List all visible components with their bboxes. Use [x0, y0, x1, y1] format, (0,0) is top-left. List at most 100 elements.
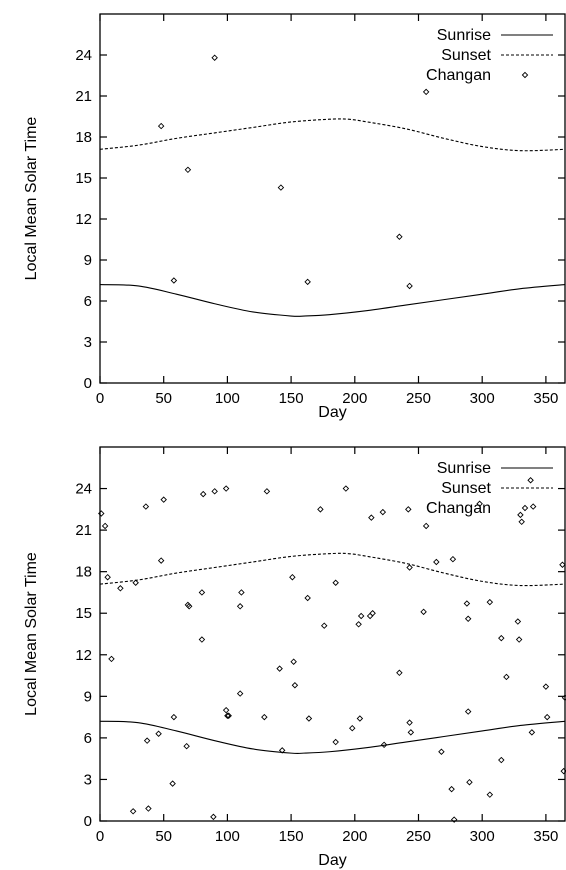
changan-point: [518, 518, 525, 526]
changan-point: [528, 729, 536, 736]
x-axis-label: Day: [318, 404, 346, 421]
changan-point: [515, 636, 523, 643]
x-tick-label: 50: [155, 390, 172, 407]
changan-point: [380, 741, 388, 749]
changan-point: [160, 496, 167, 503]
y-tick-label: 18: [75, 129, 92, 146]
changan-point: [169, 780, 176, 787]
x-tick-label: 250: [406, 828, 431, 845]
changan-point: [305, 715, 313, 722]
y-tick-label: 9: [84, 252, 92, 269]
changan-point: [527, 477, 534, 484]
legend-label-sunset: Sunset: [441, 480, 491, 497]
changan-point: [438, 748, 445, 755]
changan-point: [261, 713, 268, 721]
changan-point: [476, 500, 483, 508]
changan-point: [517, 511, 524, 519]
changan-point: [211, 54, 218, 61]
y-tick-label: 0: [84, 813, 92, 830]
changan-point: [117, 585, 124, 592]
x-tick-label: 300: [470, 390, 495, 407]
changan-point: [407, 729, 415, 736]
y-tick-label: 18: [75, 564, 92, 581]
changan-point: [514, 618, 522, 625]
changan-point: [560, 767, 566, 775]
changan-point: [542, 683, 550, 690]
changan-point: [155, 730, 162, 737]
changan-point: [349, 724, 356, 732]
changan-point: [503, 673, 510, 681]
changan-point: [369, 609, 376, 617]
changan-point: [199, 490, 207, 498]
legend-swatch-changan: [521, 504, 529, 512]
changan-point: [291, 682, 299, 689]
legend-label-changan: Changan: [426, 67, 491, 84]
changan-point: [289, 573, 296, 581]
changan-point: [170, 713, 178, 721]
changan-point: [101, 522, 109, 530]
x-tick-label: 200: [342, 828, 367, 845]
changan-point: [278, 747, 286, 754]
plot-frame: [99, 446, 566, 822]
y-tick-label: 24: [75, 47, 92, 64]
changan-point: [224, 712, 231, 719]
y-tick-label: 21: [75, 88, 92, 105]
sunset-line: [99, 118, 566, 152]
changan-point: [170, 277, 178, 284]
changan-point: [98, 510, 105, 517]
changan-point: [104, 573, 111, 581]
changan-point: [142, 503, 150, 510]
changan-point: [210, 813, 217, 821]
changan-point: [405, 506, 412, 513]
changan-point: [320, 622, 328, 629]
changan-point: [464, 615, 472, 622]
changan-point: [379, 508, 387, 516]
sunrise-line: [99, 720, 566, 755]
changan-point: [143, 737, 151, 744]
changan-point: [222, 706, 230, 714]
changan-point: [448, 785, 455, 793]
y-tick-label: 21: [75, 522, 92, 539]
y-tick-label: 3: [84, 771, 92, 788]
changan-point: [236, 603, 244, 610]
changan-point: [420, 608, 427, 616]
y-axis-label: Local Mean Solar Time: [23, 117, 40, 281]
x-tick-label: 150: [279, 390, 304, 407]
changan-point: [185, 603, 193, 610]
y-tick-label: 3: [84, 334, 92, 351]
changan-point: [529, 503, 537, 510]
changan-point: [332, 738, 339, 746]
x-tick-label: 350: [533, 390, 558, 407]
changan-point: [366, 612, 374, 620]
changan-point: [433, 558, 440, 566]
changan-point: [198, 636, 206, 643]
y-axis-label: Local Mean Solar Time: [23, 552, 40, 716]
changan-point: [486, 598, 494, 606]
changan-point: [183, 742, 190, 750]
changan-point: [406, 282, 413, 290]
changan-point: [561, 694, 566, 701]
changan-point: [355, 621, 362, 628]
y-tick-label: 6: [84, 293, 92, 310]
x-tick-label: 350: [533, 828, 558, 845]
y-tick-label: 0: [84, 375, 92, 392]
x-tick-label: 200: [342, 390, 367, 407]
sunrise-line: [99, 284, 566, 317]
changan-point: [198, 589, 206, 596]
changan-point: [304, 278, 311, 286]
changan-point: [357, 612, 365, 620]
changan-point: [108, 655, 115, 663]
x-tick-label: 150: [279, 828, 304, 845]
plot-frame: [99, 13, 566, 384]
changan-point: [466, 778, 473, 786]
legend-label-sunset: Sunset: [441, 47, 491, 64]
x-tick-label: 0: [96, 828, 104, 845]
y-tick-label: 6: [84, 730, 92, 747]
changan-point: [464, 708, 472, 715]
x-tick-label: 100: [215, 390, 240, 407]
changan-point: [225, 712, 232, 719]
changan-point: [157, 122, 165, 130]
sunset-line: [99, 552, 566, 587]
changan-point: [132, 579, 139, 586]
changan-point: [559, 561, 566, 568]
